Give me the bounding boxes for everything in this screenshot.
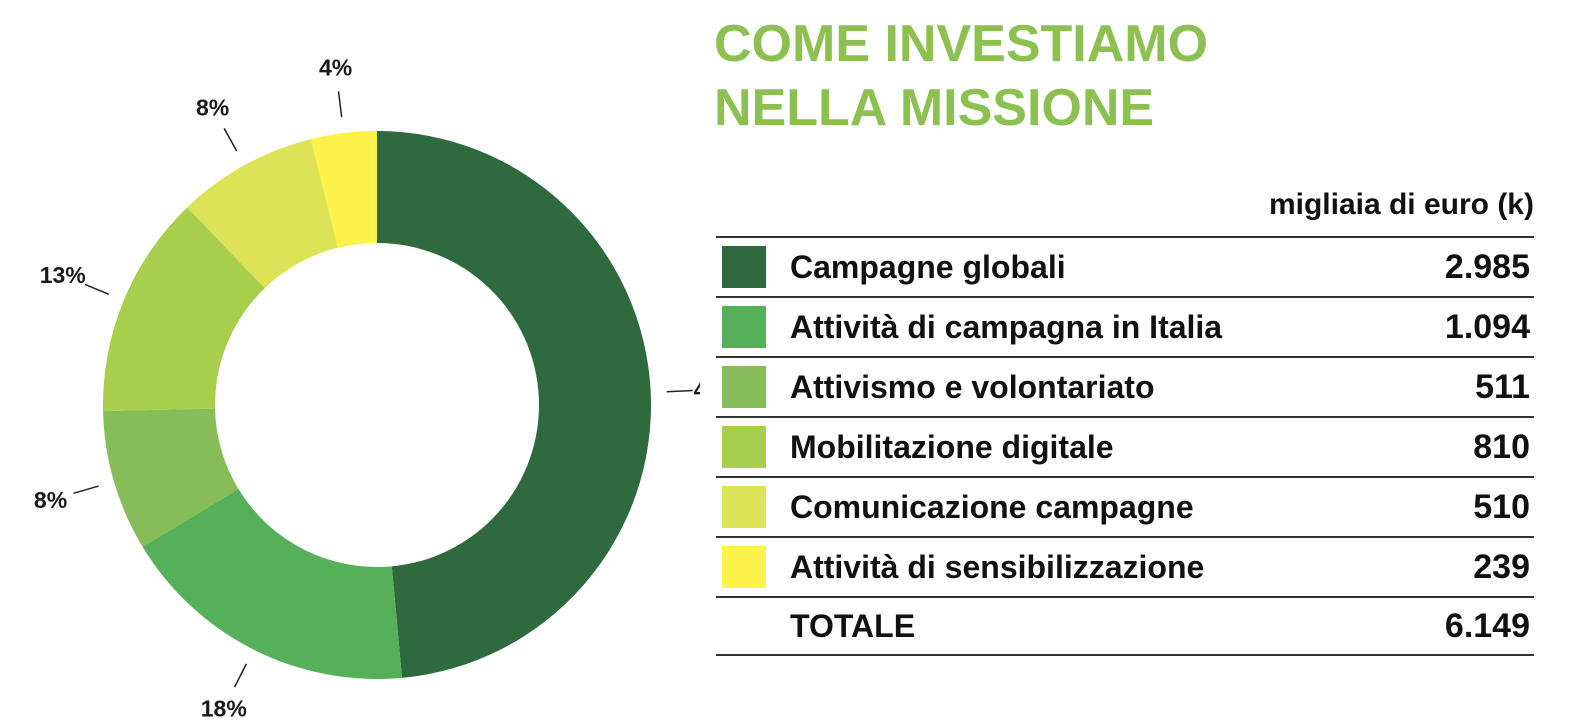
legend-value: 239 xyxy=(1473,547,1530,586)
legend-row: Campagne globali 2.985 xyxy=(716,236,1534,296)
total-label: TOTALE xyxy=(790,607,916,644)
legend-label: Attività di sensibilizzazione xyxy=(790,548,1205,585)
total-row: TOTALE 6.149 xyxy=(716,596,1534,656)
legend-swatch xyxy=(722,486,766,528)
percent-label: 49% xyxy=(694,376,700,402)
percent-labels: 49% 18% 8% 13% 8% 4% xyxy=(34,55,700,722)
percent-label: 18% xyxy=(201,696,247,722)
legend-swatch xyxy=(722,546,766,588)
donut-chart: 49% 18% 8% 13% 8% 4% xyxy=(34,55,700,722)
legend-value: 511 xyxy=(1475,367,1530,406)
donut-slice xyxy=(310,131,377,248)
leader-line xyxy=(73,485,99,495)
legend-row: Attivismo e volontariato 511 xyxy=(716,356,1534,416)
title-line-2: NELLA MISSIONE xyxy=(714,79,1155,137)
legend-row: Comunicazione campagne 510 xyxy=(716,476,1534,536)
percent-label: 8% xyxy=(34,487,67,513)
donut-slices xyxy=(103,131,651,679)
legend-label: Attivismo e volontariato xyxy=(790,368,1155,405)
percent-label: 13% xyxy=(40,262,86,288)
legend-value: 1.094 xyxy=(1444,307,1530,346)
leader-lines xyxy=(73,91,693,688)
unit-label: migliaia di euro (k) xyxy=(1268,188,1534,221)
donut-slice xyxy=(103,207,265,412)
legend-row: Attività di sensibilizzazione 239 xyxy=(716,536,1534,596)
total-swatch-spacer xyxy=(722,605,766,647)
legend-swatch xyxy=(722,246,766,288)
legend-value: 510 xyxy=(1473,487,1530,526)
legend-row: Attività di campagna in Italia 1.094 xyxy=(716,296,1534,356)
legend-value: 810 xyxy=(1473,427,1530,466)
legend-label: Comunicazione campagne xyxy=(790,488,1194,525)
legend-swatch xyxy=(722,426,766,468)
legend-swatch xyxy=(722,306,766,348)
leader-line xyxy=(84,283,110,296)
legend-row: Mobilitazione digitale 810 xyxy=(716,416,1534,476)
total-value: 6.149 xyxy=(1444,606,1530,645)
legend-label: Mobilitazione digitale xyxy=(790,428,1114,465)
percent-label: 4% xyxy=(319,55,352,81)
donut-slice xyxy=(142,488,403,679)
legend-swatch xyxy=(722,366,766,408)
chart-title: COME INVESTIAMO NELLA MISSIONE xyxy=(714,12,1208,140)
leader-line xyxy=(223,128,238,152)
percent-label: 8% xyxy=(196,94,229,120)
legend-value: 2.985 xyxy=(1444,247,1530,286)
donut-slice xyxy=(103,408,239,547)
legend-label: Attività di campagna in Italia xyxy=(790,308,1223,345)
donut-slice xyxy=(377,131,651,678)
legend-label: Campagne globali xyxy=(790,248,1066,285)
leader-line xyxy=(233,663,247,688)
leader-line xyxy=(337,91,343,118)
title-line-1: COME INVESTIAMO xyxy=(714,15,1209,73)
legend-table: Campagne globali 2.985 Attività di campa… xyxy=(716,236,1534,656)
leader-line xyxy=(666,389,693,393)
donut-slice xyxy=(187,139,338,289)
